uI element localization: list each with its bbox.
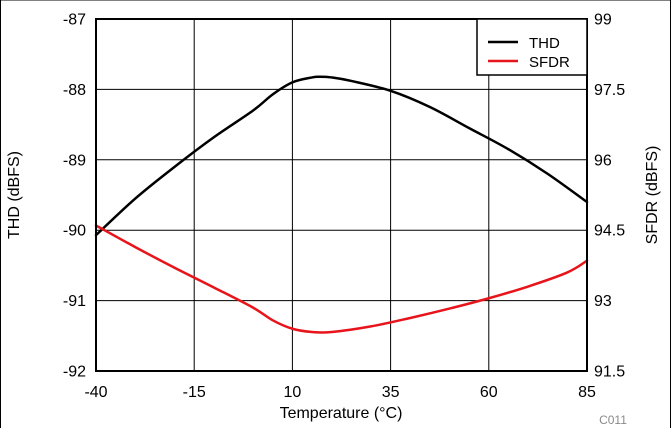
y-right-tick-label: 97.5 bbox=[594, 82, 625, 99]
x-tick-label: 85 bbox=[578, 384, 596, 401]
series-lines bbox=[94, 75, 589, 334]
y-left-tick-label: -89 bbox=[63, 152, 86, 169]
y-right-tick-label: 91.5 bbox=[594, 364, 625, 381]
y-right-tick-label: 94.5 bbox=[594, 223, 625, 240]
series-line-sfdr bbox=[94, 224, 589, 334]
legend-label-thd: THD bbox=[529, 35, 560, 52]
y-axis-label-left: THD (dBFS) bbox=[6, 151, 23, 239]
figure-code: C011 bbox=[599, 413, 627, 427]
y-axis-label-right: SFDR (dBFS) bbox=[644, 146, 661, 245]
legend: THD SFDR bbox=[476, 18, 588, 76]
x-tick-label: 35 bbox=[382, 384, 400, 401]
y-left-tick-labels: -92 -91 -90 -89 -88 -87 bbox=[63, 12, 86, 381]
y-right-tick-label: 93 bbox=[594, 293, 612, 310]
x-tick-label: -40 bbox=[84, 384, 107, 401]
x-tick-label: 10 bbox=[284, 384, 302, 401]
y-left-tick-label: -90 bbox=[63, 223, 86, 240]
legend-box bbox=[476, 18, 588, 76]
y-right-tick-labels: 91.5 93 94.5 96 97.5 99 bbox=[594, 12, 625, 381]
x-tick-labels: -40 -15 10 35 60 85 bbox=[84, 384, 596, 401]
y-right-tick-label: 96 bbox=[594, 152, 612, 169]
y-left-tick-label: -92 bbox=[63, 364, 86, 381]
x-axis-label: Temperature (°C) bbox=[280, 405, 403, 422]
y-left-tick-label: -88 bbox=[63, 82, 86, 99]
y-left-tick-label: -87 bbox=[63, 12, 86, 29]
y-right-tick-label: 99 bbox=[594, 12, 612, 29]
plot-border bbox=[95, 18, 588, 372]
series-line-thd bbox=[94, 75, 589, 237]
x-tick-label: -15 bbox=[183, 384, 206, 401]
legend-label-sfdr: SFDR bbox=[529, 54, 570, 71]
x-tick-label: 60 bbox=[480, 384, 498, 401]
y-left-tick-label: -91 bbox=[63, 293, 86, 310]
